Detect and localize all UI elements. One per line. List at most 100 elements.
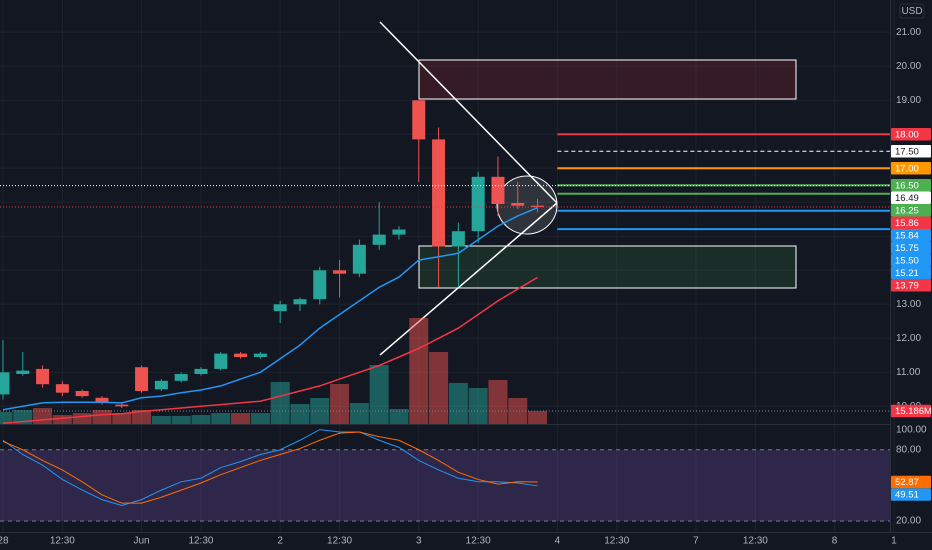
candle-body — [313, 270, 327, 300]
candle-body — [0, 372, 10, 395]
time-tick-label: 12:30 — [604, 536, 629, 547]
candle-body — [55, 384, 69, 393]
volume-bar — [369, 364, 389, 425]
candle-body — [392, 229, 406, 235]
price-tick-label: 20.00 — [896, 61, 921, 72]
price-label: 15.84 — [895, 230, 919, 241]
volume-bar — [448, 382, 468, 425]
oscillator-band — [0, 449, 890, 521]
price-label: 15.186M — [895, 406, 932, 417]
volume-bar — [151, 415, 171, 425]
time-tick-label: Jun — [134, 536, 150, 547]
time-tick-label: 3 — [416, 536, 422, 547]
price-label-bg — [891, 145, 931, 158]
price-label-bg — [891, 241, 931, 255]
indicator-line — [2, 207, 538, 411]
price-label-bg — [891, 279, 931, 292]
plot-area — [0, 100, 890, 522]
volume-bar — [250, 413, 270, 425]
price-label-bg — [891, 254, 931, 267]
price-label: 16.25 — [895, 205, 919, 216]
price-label-bg — [891, 128, 931, 141]
volume-bar — [171, 415, 191, 425]
price-label: 49.51 — [895, 489, 919, 500]
volume-bar — [468, 388, 488, 425]
price-label: 18.00 — [895, 129, 919, 140]
candle-body — [16, 370, 30, 374]
time-tick-label: 1 — [891, 536, 897, 547]
candle-body — [253, 353, 267, 357]
indicator-line — [2, 431, 538, 504]
candle-body — [471, 176, 485, 232]
candle-body — [174, 374, 188, 381]
price-tick-label: 19.00 — [896, 95, 921, 106]
time-tick-label: 2 — [277, 536, 283, 547]
volume-bar — [112, 413, 132, 425]
volume-bar — [72, 413, 92, 425]
highlight-circle — [496, 175, 558, 235]
price-label-bg — [891, 488, 931, 501]
oscillator-tick-label: 100.00 — [896, 425, 927, 436]
volume-bar — [389, 408, 409, 425]
candle-body — [432, 139, 446, 247]
volume-bar — [92, 409, 112, 425]
volume-bar — [349, 402, 369, 425]
triangle-line — [379, 21, 558, 204]
price-tick-label: 13.00 — [896, 299, 921, 310]
price-label: 13.79 — [895, 280, 919, 291]
oscillator-tick-label: 20.00 — [896, 516, 921, 527]
time-tick-label: 12:30 — [327, 536, 352, 547]
volume-bar — [508, 397, 528, 425]
volume-bar — [231, 413, 251, 425]
price-label: 15.21 — [895, 268, 919, 279]
indicator-line — [2, 429, 538, 507]
volume-bar — [52, 415, 72, 425]
price-label-bg — [891, 475, 931, 489]
price-label-bg — [891, 266, 931, 280]
volume-bar — [270, 381, 290, 425]
candle-body — [451, 231, 465, 247]
price-label: 15.50 — [895, 255, 919, 266]
price-label-bg — [891, 204, 931, 217]
price-label-bg — [891, 404, 931, 418]
candle-body — [194, 368, 208, 374]
candle-body — [352, 244, 366, 274]
price-label: 52.87 — [895, 477, 919, 488]
volume-bar — [191, 415, 211, 425]
volume-bar — [330, 383, 350, 425]
time-tick-label: 12:30 — [743, 536, 768, 547]
price-label: 16.50 — [895, 180, 919, 191]
candle-body — [115, 404, 129, 407]
currency-badge[interactable] — [899, 3, 925, 19]
price-label-bg — [891, 229, 931, 242]
volume-bar — [211, 413, 231, 425]
volume-bar — [132, 409, 152, 425]
volume-bar — [429, 351, 449, 425]
candle-body — [95, 397, 109, 403]
candle-body — [36, 368, 50, 385]
candle-body — [511, 202, 525, 206]
candle-body — [491, 176, 505, 204]
candle-body — [154, 380, 168, 390]
price-label-bg — [891, 162, 931, 175]
price-label-bg — [891, 179, 931, 192]
time-tick-label: 8 — [832, 536, 838, 547]
candle-body — [234, 353, 248, 357]
price-label: 16.49 — [895, 193, 919, 204]
price-label: 15.75 — [895, 243, 919, 254]
candle-body — [293, 299, 307, 305]
volume-bar — [528, 410, 548, 425]
grid — [0, 0, 895, 532]
oscillator-tick-label: 80.00 — [896, 444, 921, 455]
candle-body — [214, 353, 228, 369]
currency: USD — [901, 6, 922, 17]
volume-bar — [290, 403, 310, 425]
price-label: 15.86 — [895, 218, 919, 229]
volume-bar — [310, 397, 330, 425]
time-tick-label: 4 — [555, 536, 561, 547]
time-tick-label: 7 — [693, 536, 699, 547]
indicator-line — [2, 276, 538, 425]
candle-body — [531, 205, 545, 208]
candle-body — [273, 304, 287, 312]
